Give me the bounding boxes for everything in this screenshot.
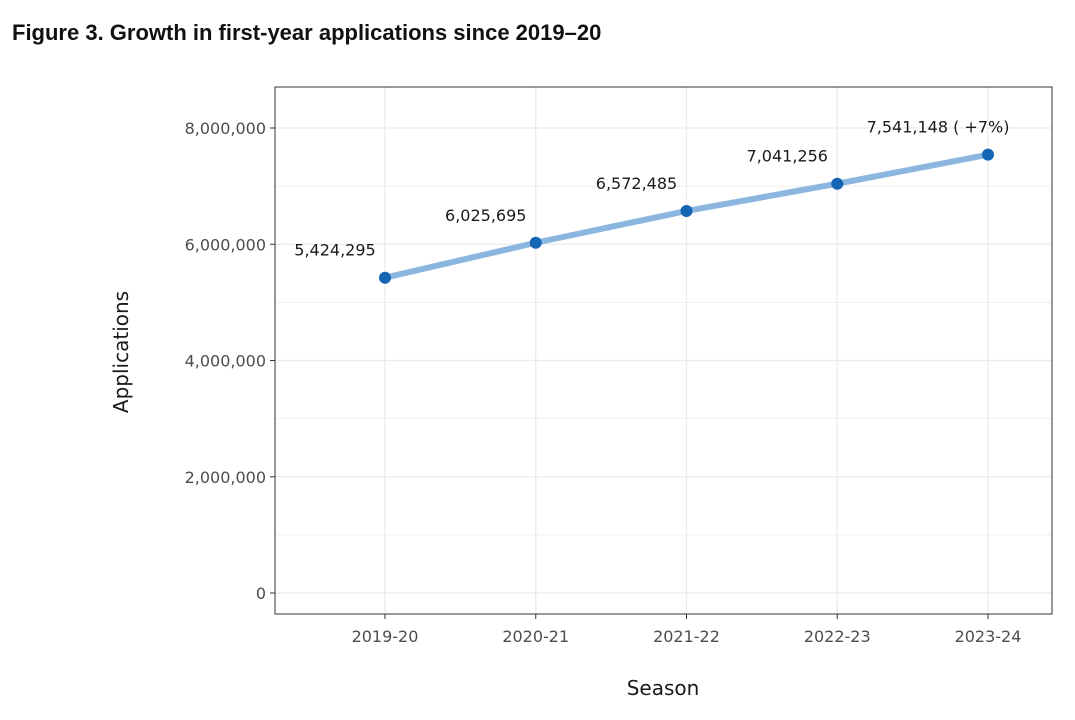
y-tick-label: 6,000,000: [185, 235, 266, 254]
data-label: 6,572,485: [596, 174, 677, 193]
y-tick-label: 2,000,000: [185, 468, 266, 487]
y-tick-label: 8,000,000: [185, 119, 266, 138]
grid-lines: [275, 87, 1052, 614]
data-point: [831, 177, 844, 190]
y-tick-label: 4,000,000: [185, 352, 266, 371]
data-point: [982, 148, 994, 161]
data-label: 6,025,695: [445, 206, 526, 225]
x-tick-label: 2019-20: [352, 627, 419, 646]
x-axis-title: Season: [627, 676, 700, 700]
x-tick-label: 2021-22: [653, 627, 720, 646]
y-axis-title: Applications: [109, 291, 133, 413]
x-axis: 2019-20 2020-21 2021-22 2022-23 2023-24: [352, 614, 1022, 646]
y-axis: 0 2,000,000 4,000,000 6,000,000 8,000,000: [185, 119, 275, 603]
x-tick-label: 2020-21: [502, 627, 569, 646]
y-tick-label: 0: [256, 584, 266, 603]
data-point: [680, 204, 693, 217]
data-label: 7,041,256: [747, 147, 828, 166]
x-tick-label: 2023-24: [955, 627, 1022, 646]
figure-title: Figure 3. Growth in first-year applicati…: [12, 20, 602, 45]
data-labels: 5,424,295 6,025,695 6,572,485 7,041,256 7,54…: [294, 118, 1009, 260]
plot-panel: [274, 86, 1053, 615]
data-points: [379, 148, 994, 284]
data-label: 5,424,295: [294, 241, 375, 260]
x-tick-label: 2022-23: [804, 627, 871, 646]
data-label: 7,541,148 ( +7%): [867, 118, 1010, 137]
data-point: [529, 236, 542, 249]
data-point: [379, 271, 391, 284]
